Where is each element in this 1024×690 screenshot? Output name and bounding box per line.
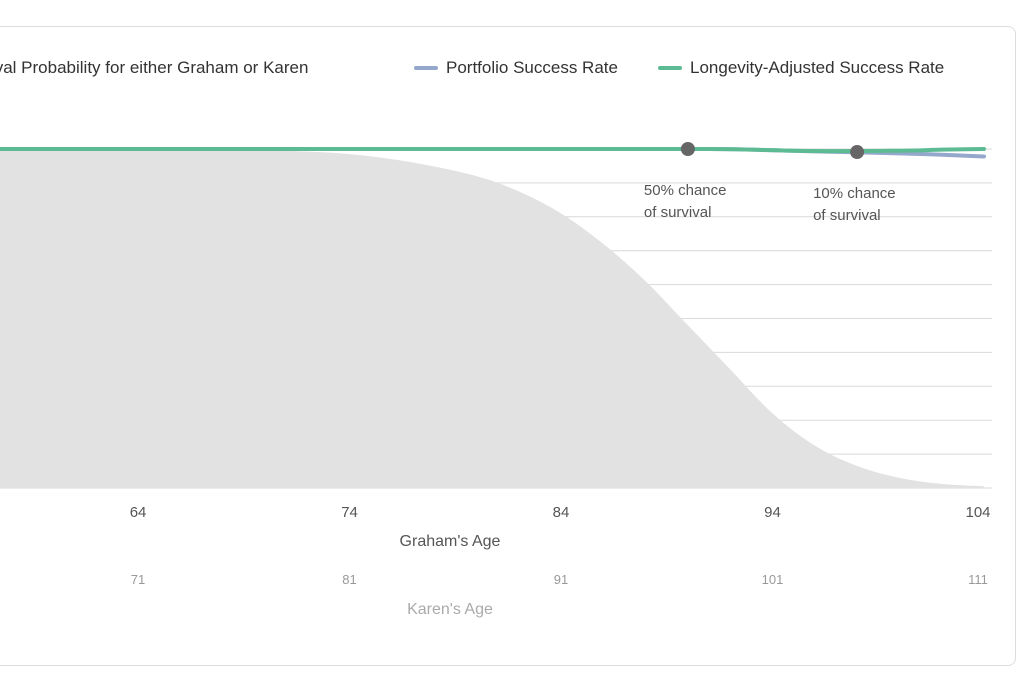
survival-annotation-text: 50% chance <box>644 182 727 199</box>
graham-age-tick-label: 94 <box>764 504 781 521</box>
karen-age-ticks: 71 81 91 101 111 <box>131 572 988 587</box>
legend-label-survival: Survival Probability for either Graham o… <box>0 58 309 77</box>
karen-age-tick-label: 91 <box>554 572 568 587</box>
legend-item-survival[interactable]: Survival Probability for either Graham o… <box>0 56 308 80</box>
legend: Survival Probability for either Graham o… <box>0 56 1024 80</box>
graham-age-tick-label: 84 <box>553 504 570 521</box>
legend-item-portfolio[interactable]: Portfolio Success Rate <box>414 56 618 80</box>
survival-marker[interactable] <box>680 142 695 156</box>
survival-annotation-text: of survival <box>644 204 712 221</box>
graham-age-ticks: 64 74 84 94 104 <box>130 504 991 521</box>
legend-label-longevity: Longevity-Adjusted Success Rate <box>690 58 945 77</box>
survival-probability-area <box>0 148 984 488</box>
legend-swatch-longevity <box>658 66 682 70</box>
legend-label-portfolio: Portfolio Success Rate <box>446 58 618 77</box>
survival-marker[interactable] <box>850 145 865 160</box>
karen-age-axis-label: Karen's Age <box>407 601 493 618</box>
graham-age-tick-label: 74 <box>341 504 358 521</box>
legend-item-longevity[interactable]: Longevity-Adjusted Success Rate <box>658 56 944 80</box>
karen-age-tick-label: 101 <box>762 572 784 587</box>
karen-age-tick-label: 81 <box>342 572 356 587</box>
survival-markers: 50% chance of survival 10% chance of surviv… <box>644 142 896 224</box>
longevity-adjusted-success-rate-line <box>0 146 986 154</box>
survival-annotation-text: of survival <box>813 207 881 224</box>
karen-age-tick-label: 71 <box>131 572 145 587</box>
graham-age-axis-label: Graham's Age <box>400 533 501 550</box>
karen-age-tick-label: 111 <box>968 572 988 587</box>
legend-swatch-portfolio <box>414 66 438 70</box>
graham-age-tick-label: 64 <box>130 504 147 521</box>
survival-annotation-text: 10% chance <box>813 185 896 202</box>
graham-age-tick-label: 104 <box>965 504 990 521</box>
